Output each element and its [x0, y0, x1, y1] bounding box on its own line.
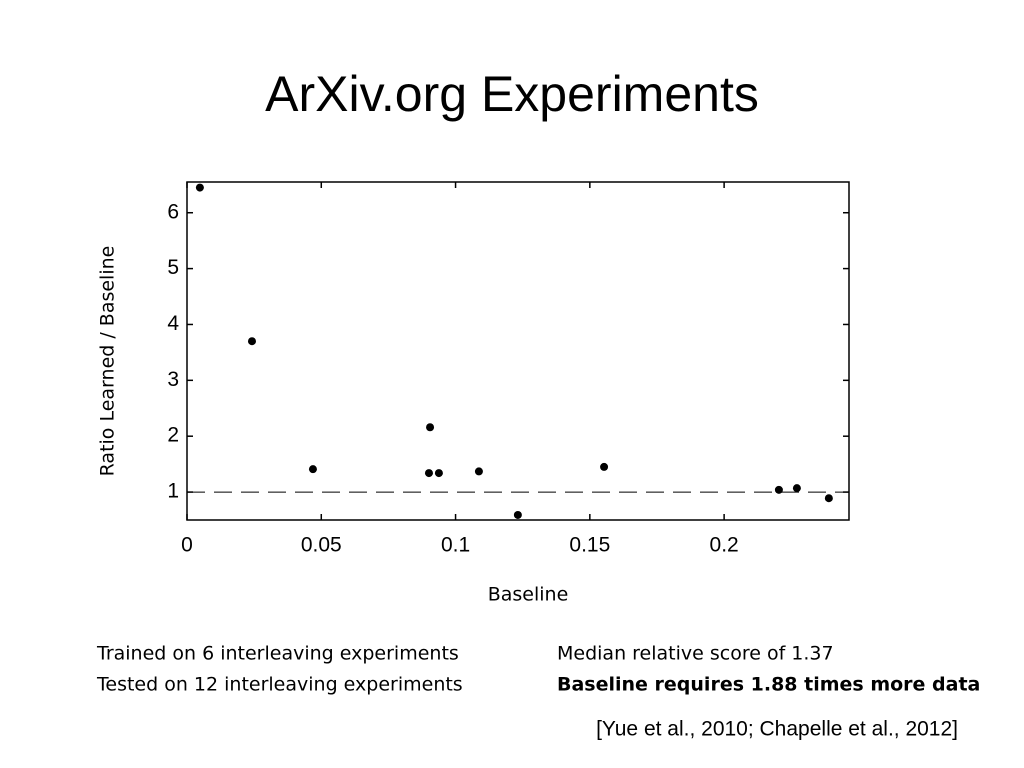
point: [426, 423, 435, 432]
citation: [Yue et al., 2010; Chapelle et al., 2012…: [596, 718, 958, 741]
x-tick-label: 0: [181, 534, 193, 557]
y-axis-label: Ratio Learned / Baseline: [97, 246, 119, 477]
x-tick-label: 0.1: [441, 534, 470, 557]
plot-frame: [186, 181, 850, 521]
point: [308, 465, 317, 474]
slide-title: ArXiv.org Experiments: [265, 66, 759, 122]
note: Tested on 12 interleaving experiments: [96, 674, 463, 696]
point: [774, 485, 783, 494]
point: [424, 469, 433, 478]
point: [824, 494, 833, 503]
point: [792, 484, 801, 493]
y-tick-label: 1: [167, 480, 179, 503]
point: [513, 510, 522, 519]
x-tick-label: 0.2: [710, 534, 739, 557]
x-axis-label: Baseline: [488, 584, 569, 606]
x-tick-label: 0.05: [301, 534, 342, 557]
y-tick-label: 4: [167, 312, 179, 335]
y-tick-label: 5: [167, 256, 179, 279]
note: Median relative score of 1.37: [557, 643, 834, 665]
y-tick-label: 6: [167, 200, 179, 223]
y-tick-label: 3: [167, 368, 179, 391]
point: [474, 467, 483, 476]
x-tick-label: 0.15: [569, 534, 610, 557]
point: [195, 183, 204, 192]
note-bold: Baseline requires 1.88 times more data: [557, 674, 980, 696]
point: [434, 469, 443, 478]
point: [600, 462, 609, 471]
note: Trained on 6 interleaving experiments: [96, 643, 459, 665]
y-tick-label: 2: [167, 424, 179, 447]
point: [247, 337, 256, 346]
